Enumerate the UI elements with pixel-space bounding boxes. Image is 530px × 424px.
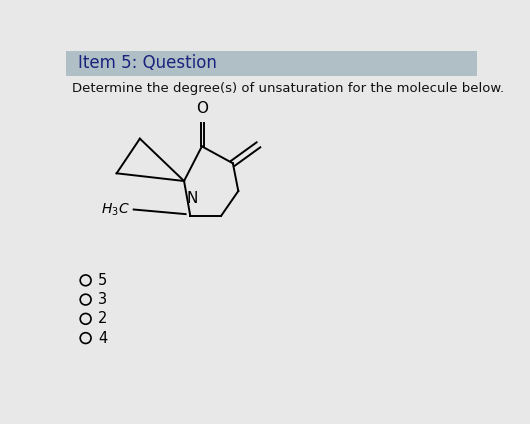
Text: 5: 5 (98, 273, 107, 288)
Text: $H_3C$: $H_3C$ (101, 201, 130, 218)
Text: 3: 3 (98, 292, 107, 307)
Text: 4: 4 (98, 331, 107, 346)
FancyBboxPatch shape (66, 51, 477, 75)
Text: N: N (186, 191, 198, 206)
Text: O: O (196, 100, 208, 116)
Text: 2: 2 (98, 311, 108, 326)
Text: Determine the degree(s) of unsaturation for the molecule below.: Determine the degree(s) of unsaturation … (73, 82, 505, 95)
Text: Item 5: Question: Item 5: Question (78, 54, 217, 72)
